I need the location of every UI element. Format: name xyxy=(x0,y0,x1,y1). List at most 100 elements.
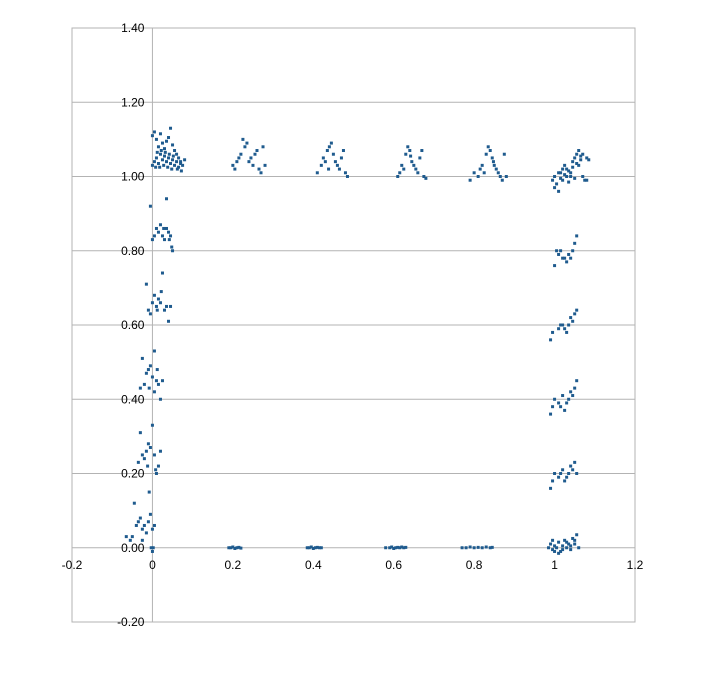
data-point xyxy=(152,349,156,353)
data-point xyxy=(261,145,265,149)
data-point xyxy=(150,423,154,427)
data-point xyxy=(422,175,426,178)
data-point xyxy=(150,301,154,305)
data-point xyxy=(565,175,569,178)
data-point xyxy=(565,540,569,544)
data-point xyxy=(573,156,577,160)
data-point xyxy=(573,538,577,542)
data-point xyxy=(553,544,557,548)
data-point xyxy=(575,533,579,537)
data-point xyxy=(259,171,263,175)
data-point xyxy=(134,523,138,527)
data-point xyxy=(575,379,579,383)
data-point xyxy=(398,546,402,550)
data-point xyxy=(159,290,163,294)
data-point xyxy=(402,546,406,550)
data-point xyxy=(476,175,480,178)
data-point xyxy=(559,323,563,327)
data-point xyxy=(146,520,150,524)
y-tick-label: 1.00 xyxy=(121,170,145,184)
data-point xyxy=(492,163,496,167)
data-point xyxy=(571,160,575,164)
data-point xyxy=(565,475,569,479)
data-point xyxy=(245,141,249,145)
data-point xyxy=(158,152,162,156)
data-point xyxy=(255,149,259,153)
data-point xyxy=(561,394,565,398)
data-point xyxy=(569,171,573,175)
data-point xyxy=(392,546,396,550)
data-point xyxy=(569,390,573,394)
data-point xyxy=(329,141,333,145)
data-point xyxy=(567,180,571,184)
data-point xyxy=(241,137,245,141)
data-point xyxy=(563,408,567,412)
data-point xyxy=(557,189,561,193)
data-point xyxy=(237,156,241,160)
data-point xyxy=(315,171,319,175)
data-point xyxy=(577,546,581,550)
data-point xyxy=(142,382,146,386)
data-point xyxy=(154,156,158,160)
data-point xyxy=(557,252,561,256)
data-point xyxy=(575,308,579,312)
data-point xyxy=(335,163,339,167)
data-point xyxy=(587,158,591,162)
y-tick-label: 0.60 xyxy=(121,318,145,332)
data-point xyxy=(156,162,160,166)
data-point xyxy=(484,545,488,549)
y-tick-label: 0.20 xyxy=(121,467,145,481)
data-point xyxy=(173,163,177,167)
data-point xyxy=(585,156,589,160)
data-point xyxy=(571,536,575,540)
data-point xyxy=(163,150,167,154)
data-point xyxy=(138,516,142,520)
data-point xyxy=(468,178,472,182)
data-point xyxy=(464,546,468,550)
data-point xyxy=(569,544,573,548)
x-tick-labels: -0.2 0 0.2 0.4 0.6 0.8 1 1.2 xyxy=(62,558,644,572)
data-point xyxy=(311,546,315,550)
x-tick-label: -0.2 xyxy=(62,558,83,572)
data-point xyxy=(156,382,160,386)
data-point xyxy=(563,173,567,177)
data-point xyxy=(555,546,559,550)
data-point xyxy=(557,475,561,479)
data-point xyxy=(573,241,577,245)
data-point xyxy=(171,158,175,162)
data-point xyxy=(567,472,571,475)
data-point xyxy=(309,545,313,549)
data-point xyxy=(165,226,169,230)
data-point xyxy=(169,234,173,238)
data-point xyxy=(147,490,151,494)
x-tick-label: 1.2 xyxy=(627,558,644,572)
data-point xyxy=(148,446,152,450)
data-point xyxy=(563,538,567,542)
data-point xyxy=(400,545,404,549)
data-point xyxy=(167,152,171,156)
data-point xyxy=(559,171,563,175)
data-point xyxy=(233,546,237,550)
data-point xyxy=(165,160,169,164)
data-point xyxy=(480,163,484,167)
data-point xyxy=(424,176,428,180)
y-tick-label: 0.80 xyxy=(121,244,145,258)
data-point xyxy=(140,453,144,457)
data-point xyxy=(569,548,573,552)
data-point xyxy=(167,238,171,242)
data-point xyxy=(341,149,345,153)
data-point xyxy=(408,149,412,153)
data-point xyxy=(156,145,160,149)
data-point xyxy=(484,152,488,156)
x-tick-label: 0.4 xyxy=(305,558,322,572)
data-point xyxy=(478,167,482,171)
data-point xyxy=(488,149,492,153)
data-point xyxy=(561,167,565,171)
data-point xyxy=(158,223,162,227)
data-point xyxy=(420,149,424,153)
data-point xyxy=(414,167,418,171)
data-point xyxy=(579,158,583,162)
data-point xyxy=(583,178,587,182)
data-point xyxy=(160,379,164,383)
data-point xyxy=(553,264,557,268)
